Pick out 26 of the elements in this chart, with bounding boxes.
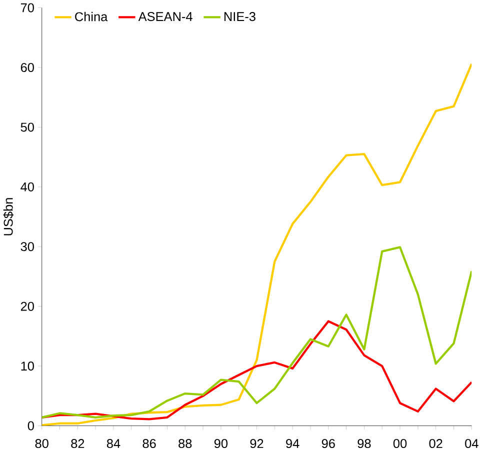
legend-label: ASEAN-4 (138, 12, 192, 21)
x-tick-label: 82 (71, 438, 84, 448)
x-tick-label: 02 (429, 438, 442, 448)
x-tick-label: 92 (250, 438, 264, 448)
x-tick-label: 84 (106, 438, 120, 448)
y-tick-label: 0 (28, 421, 34, 430)
x-tick-label: 00 (393, 438, 407, 448)
line-series (42, 246, 472, 418)
y-tick-label: 30 (20, 242, 34, 251)
x-tick-label: 04 (465, 438, 478, 448)
x-tick-label: 90 (214, 438, 228, 448)
y-tick-label: 10 (21, 361, 34, 370)
y-tick-label: 20 (20, 302, 34, 311)
legend-label: NIE-3 (224, 12, 256, 21)
x-tick-label: 86 (142, 438, 156, 448)
x-tick-label: 96 (322, 438, 335, 448)
y-tick-label: 50 (20, 122, 34, 132)
x-tick-label: 98 (358, 438, 371, 448)
y-tick-label: 40 (20, 182, 34, 192)
y-axis-title: US$bn (3, 198, 14, 236)
y-tick-label: 70 (20, 3, 34, 12)
x-tick-label: 80 (35, 438, 48, 448)
x-tick-label: 88 (178, 438, 192, 448)
y-tick-label: 60 (20, 62, 34, 72)
legend-label: China (75, 12, 108, 22)
x-tick-label: 94 (286, 438, 300, 448)
